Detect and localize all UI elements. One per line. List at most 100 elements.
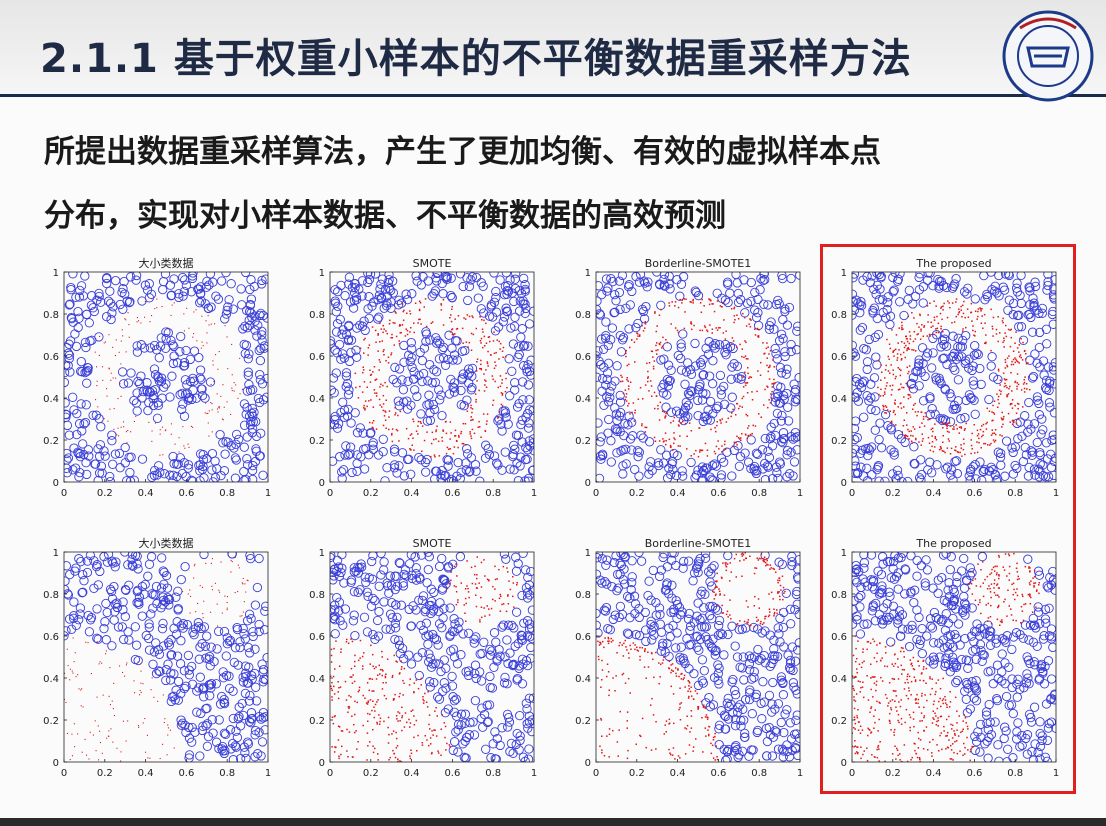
minority-point [703,305,705,307]
majority-point [500,652,510,662]
majority-point [248,460,258,471]
majority-point [672,628,682,638]
majority-point [946,392,956,402]
minority-point [481,616,483,619]
majority-point [720,339,731,350]
minority-point [949,425,952,427]
minority-point [494,578,497,581]
minority-point [347,711,349,713]
majority-point [1043,272,1053,279]
majority-point [330,575,338,585]
majority-point [526,566,534,577]
minority-point [195,611,197,613]
minority-point [704,326,707,329]
majority-point [667,555,677,565]
majority-point [448,745,458,756]
minority-point [995,328,998,331]
majority-point [106,586,117,597]
minority-point [406,329,409,332]
majority-point [344,320,354,331]
majority-point [440,360,451,370]
minority-point [1011,403,1013,405]
majority-point [379,303,389,313]
majority-point [987,352,997,362]
majority-point [692,642,702,652]
minority-point [382,409,384,412]
majority-point [722,746,732,756]
minority-point [915,438,917,441]
minority-point [369,421,371,424]
minority-point [374,329,377,332]
minority-point [642,330,645,332]
minority-point [239,615,241,617]
minority-point [426,739,428,741]
majority-point [675,610,686,620]
minority-point [89,731,91,733]
minority-point [993,413,996,415]
majority-point [240,634,250,644]
majority-point [479,308,489,318]
minority-point [512,582,515,584]
majority-point [368,440,378,450]
majority-point [778,314,788,325]
minority-point [450,579,452,582]
minority-point [1004,382,1006,385]
majority-point [360,325,370,336]
minority-point [754,334,757,336]
majority-point [509,440,519,451]
minority-point [480,436,482,438]
minority-point [940,325,942,328]
majority-point [759,272,769,279]
majority-point [161,334,171,344]
minority-point [904,356,906,359]
majority-point [330,564,340,574]
majority-point [238,623,248,634]
minority-point [476,358,479,360]
minority-point [657,404,659,407]
subtitle-line-1: 所提出数据重采样算法，产生了更加均衡、有效的虚拟样本点 [44,134,881,170]
majority-point [151,581,162,592]
majority-point [665,632,675,642]
minority-point [913,317,915,319]
majority-point [257,737,268,747]
minority-point [394,311,396,313]
minority-point [96,366,98,368]
minority-point [634,361,636,363]
minority-point [661,347,663,349]
majority-point [473,293,483,303]
majority-point [463,295,473,306]
majority-point [378,447,388,457]
majority-point [171,592,181,602]
minority-point [485,342,488,344]
minority-point [367,712,369,715]
minority-point [116,747,118,749]
minority-point [448,583,451,585]
majority-point [719,744,729,755]
majority-point [379,597,389,607]
minority-point [482,413,485,415]
minority-point [897,367,899,369]
minority-point [159,433,161,435]
majority-point [122,476,132,482]
majority-point [691,287,701,298]
minority-point [981,315,983,317]
minority-point [389,319,391,322]
minority-point [715,445,718,448]
minority-point [186,307,188,309]
minority-point [751,399,754,401]
majority-point [646,457,656,467]
minority-point [395,412,397,414]
majority-point [713,401,723,411]
y-tick-label: 0.6 [575,352,591,363]
minority-point [747,435,749,437]
majority-point [219,698,230,709]
minority-point [679,719,682,721]
minority-point [470,332,473,335]
minority-point [466,560,468,562]
minority-point [397,720,399,722]
minority-point [690,430,693,432]
minority-point [90,673,92,675]
majority-point [353,568,363,578]
majority-point [157,393,167,403]
minority-point [721,451,723,453]
